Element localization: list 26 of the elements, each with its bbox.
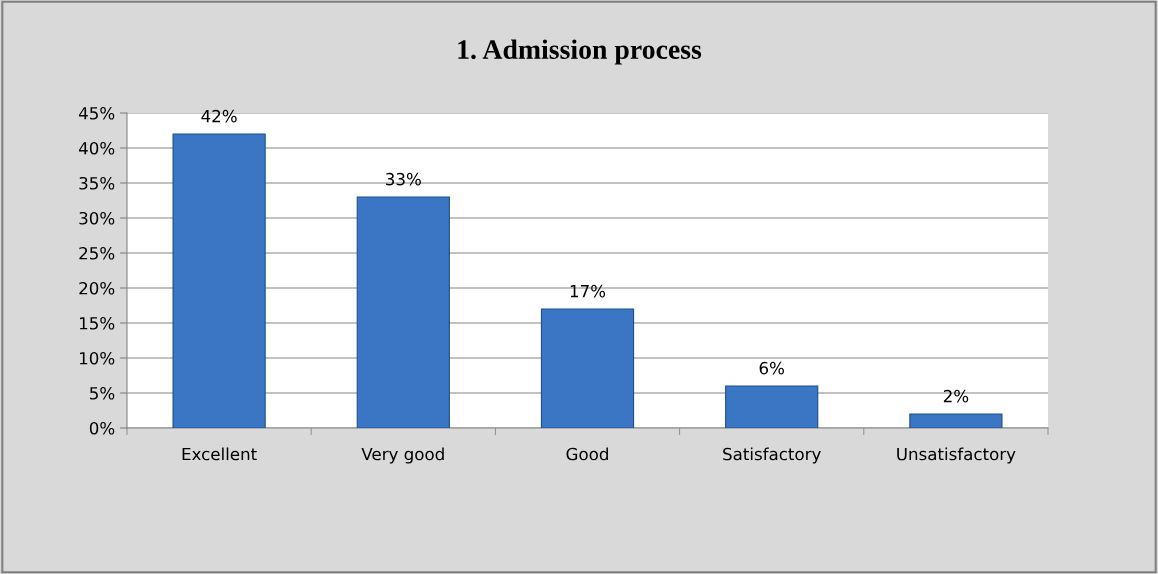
y-tick-label: 0%: [89, 421, 115, 435]
x-tick-label: Excellent: [182, 447, 257, 461]
data-label: 17%: [570, 284, 606, 298]
y-tick-label: 20%: [79, 281, 115, 295]
y-tick-label: 5%: [90, 386, 115, 400]
data-label: 6%: [759, 361, 784, 375]
chart-title: 1. Admission process: [458, 39, 702, 65]
bar: [172, 133, 266, 428]
y-tick-label: 25%: [79, 246, 115, 260]
x-tick-label: Satisfactory: [723, 447, 821, 464]
y-tick-label: 10%: [79, 351, 115, 365]
y-tick-label: 35%: [79, 176, 115, 190]
bar: [540, 308, 635, 428]
x-tick-label: Unsatisfactory: [897, 447, 1016, 464]
bar: [356, 196, 450, 428]
bar: [909, 413, 1003, 428]
data-label: 42%: [201, 109, 237, 123]
y-tick-label: 15%: [79, 316, 115, 330]
y-tick-label: 45%: [78, 106, 115, 120]
y-tick-label: 30%: [79, 211, 115, 225]
x-tick-label: Good: [566, 447, 608, 461]
x-tick-label: Very good: [361, 447, 444, 464]
data-label: 2%: [943, 389, 969, 403]
data-label: 33%: [386, 172, 421, 186]
y-tick-label: 40%: [78, 141, 115, 155]
bar: [725, 385, 819, 428]
